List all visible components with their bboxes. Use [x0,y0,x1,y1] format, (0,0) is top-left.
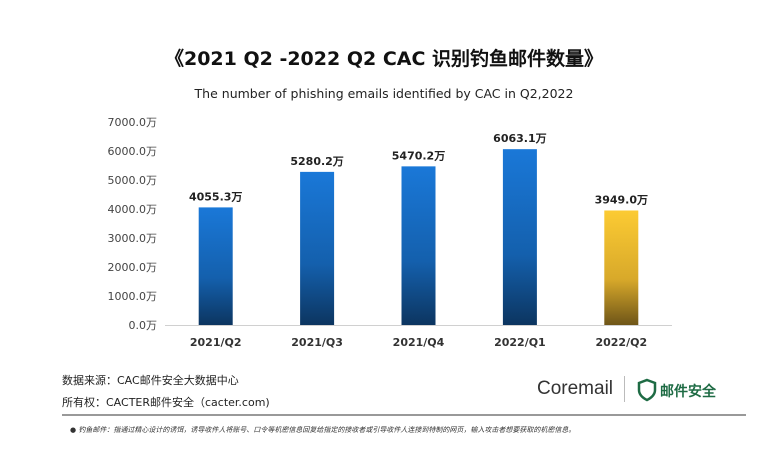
chart-title: 《2021 Q2 -2022 Q2 CAC 识别钓鱼邮件数量》 [164,48,604,70]
bar-2022-Q2 [604,210,639,325]
x-tick-label: 2021/Q3 [291,336,343,349]
footnote: ● 钓鱼邮件：指通过精心设计的诱饵，诱导收件人将账号、口令等机密信息回复给指定的… [70,426,576,434]
y-tick-label: 3000.0万 [108,232,158,245]
bar-2021-Q4 [401,166,436,325]
y-tick-label: 4000.0万 [108,203,158,216]
y-tick-label: 1000.0万 [108,290,158,303]
data-label: 4055.3万 [189,190,242,203]
data-label: 5470.2万 [392,149,445,162]
x-tick-label: 2022/Q2 [595,336,647,349]
shield-icon [637,378,657,402]
y-tick-label: 7000.0万 [108,116,158,129]
footer-divider [62,414,746,416]
bar-2022-Q1 [502,149,537,325]
brand-text: 邮件安全 [660,384,716,400]
y-tick-label: 6000.0万 [108,145,158,158]
data-source: 数据来源：CAC邮件安全大数据中心 [62,374,239,387]
bar-2021-Q3 [300,171,335,325]
data-label: 5280.2万 [290,155,343,168]
y-tick-label: 2000.0万 [108,261,158,274]
data-label: 3949.0万 [595,193,648,206]
x-tick-label: 2021/Q2 [190,336,242,349]
bar-chart: 0.0万 1000.0万 2000.0万 3000.0万 4000.0万 5000.0万 6… [108,116,672,349]
y-tick-label: 5000.0万 [108,174,158,187]
coremail-logo: Coremail [537,378,614,399]
bar-2021-Q2 [198,207,233,325]
x-tick-label: 2021/Q4 [393,336,445,349]
footnote-text: 钓鱼邮件：指通过精心设计的诱饵，诱导收件人将账号、口令等机密信息回复给指定的接收… [78,426,576,434]
copyright: 所有权：CACTER邮件安全（cacter.com) [62,396,270,409]
logo-divider [624,376,625,402]
data-label: 6063.1万 [493,132,546,145]
chart-subtitle: The number of phishing emails identified… [194,86,574,101]
y-tick-label: 0.0万 [129,319,158,332]
x-tick-label: 2022/Q1 [494,336,546,349]
